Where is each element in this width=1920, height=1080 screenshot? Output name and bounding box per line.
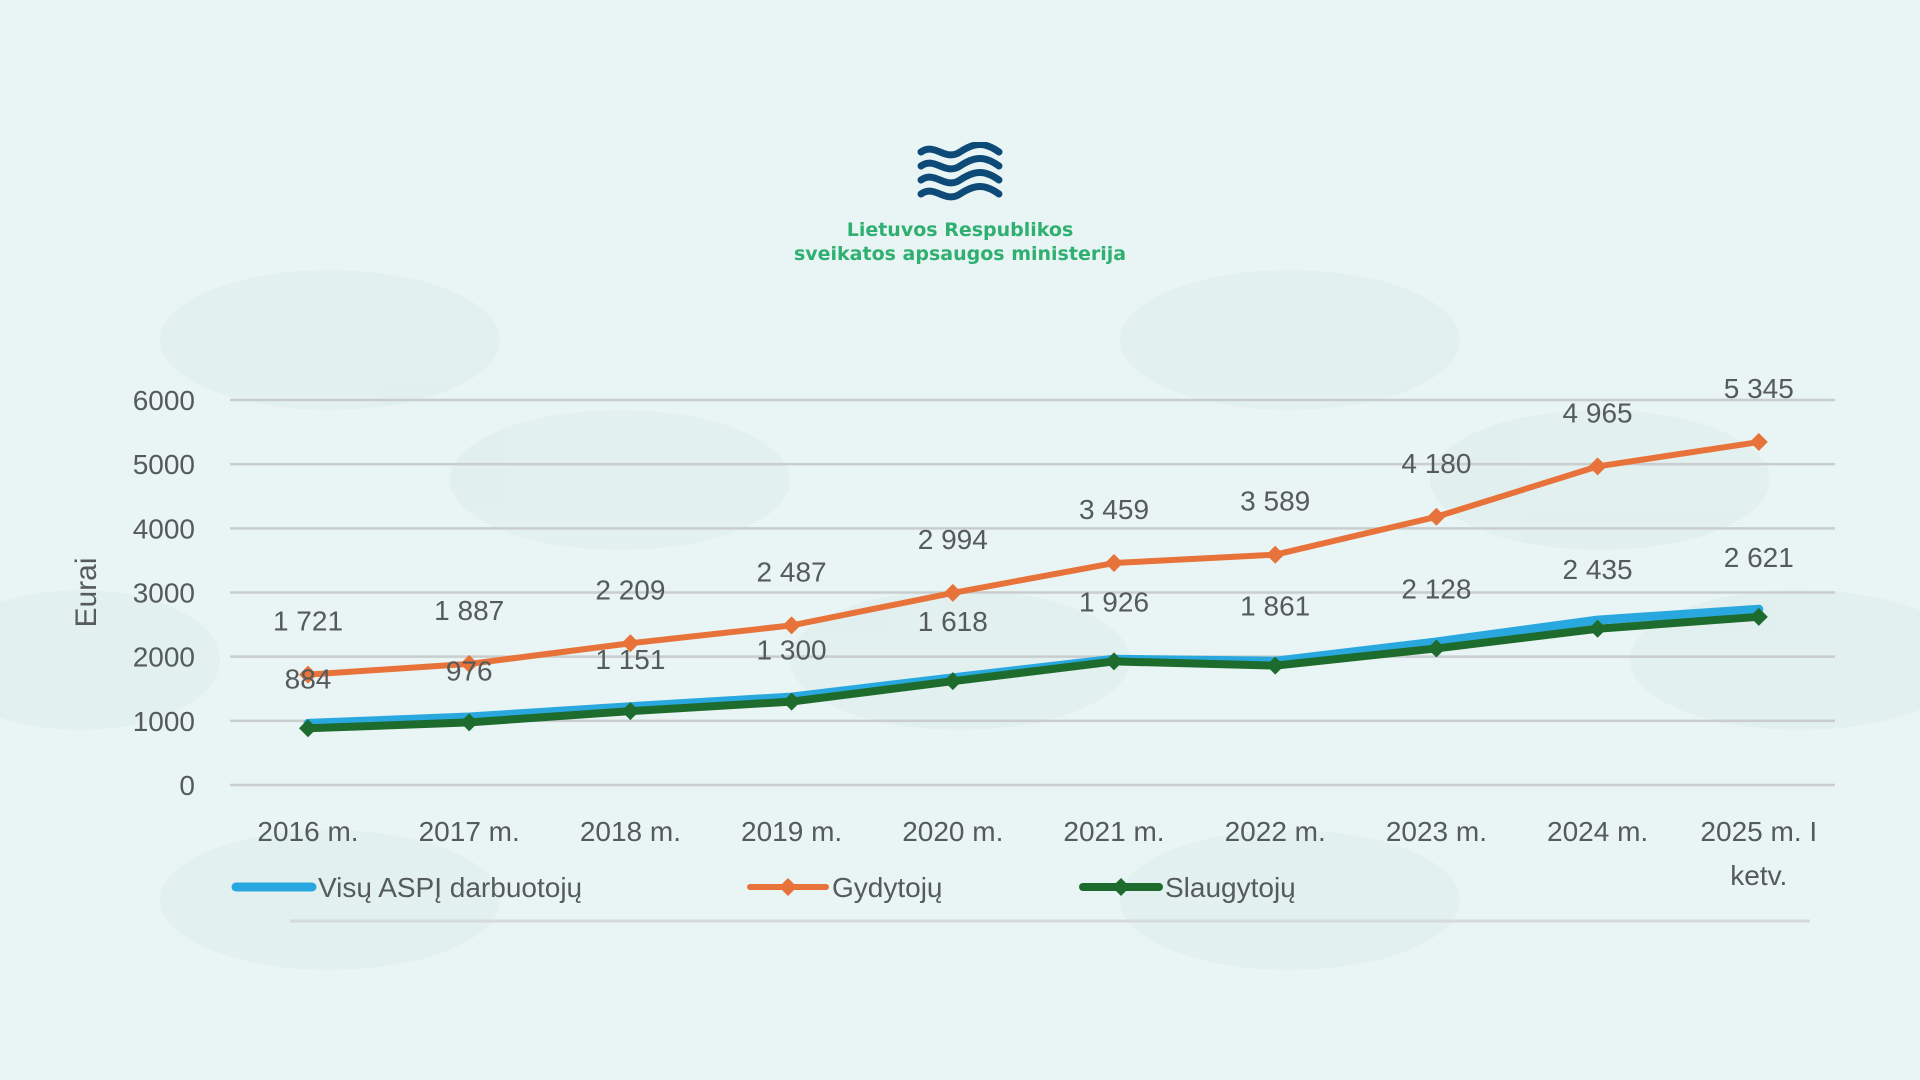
y-tick-label: 5000 xyxy=(133,449,195,480)
data-point-marker xyxy=(1427,639,1446,658)
data-label: 884 xyxy=(285,663,332,694)
data-point-marker xyxy=(1749,433,1768,452)
data-label: 1 151 xyxy=(595,644,665,675)
ministry-header: Lietuvos Respublikos sveikatos apsaugos … xyxy=(760,142,1160,266)
data-point-marker xyxy=(943,583,962,602)
data-label: 1 300 xyxy=(757,635,827,666)
data-point-marker xyxy=(1266,545,1285,564)
x-tick-label: 2019 m. xyxy=(741,816,842,847)
data-label: 976 xyxy=(446,655,493,686)
data-point-marker xyxy=(621,702,640,721)
org-name-line2: sveikatos apsaugos ministerija xyxy=(793,243,1127,265)
ministry-waves-logo-icon xyxy=(917,142,1003,201)
data-point-marker xyxy=(299,665,317,684)
data-point-marker xyxy=(621,634,640,653)
x-tick-label: 2024 m. xyxy=(1547,816,1648,847)
data-label: 3 459 xyxy=(1079,494,1149,525)
data-label: 3 589 xyxy=(1240,486,1310,517)
x-tick-label: 2025 m. I xyxy=(1700,816,1817,847)
legend-label: Gydytojų xyxy=(832,872,943,903)
data-label: 1 887 xyxy=(434,595,504,626)
x-tick-label: 2018 m. xyxy=(580,816,681,847)
legend-label: Slaugytojų xyxy=(1165,872,1296,903)
data-label: 2 994 xyxy=(918,524,988,555)
data-label: 2 487 xyxy=(757,556,827,587)
data-label: 1 861 xyxy=(1240,591,1310,622)
data-point-marker xyxy=(1749,607,1768,626)
y-tick-label: 0 xyxy=(179,770,195,801)
data-label: 1 926 xyxy=(1079,586,1149,617)
data-point-marker xyxy=(460,713,479,732)
y-tick-label: 2000 xyxy=(133,642,195,673)
x-tick-label: 2023 m. xyxy=(1386,816,1487,847)
data-label: 4 180 xyxy=(1401,448,1471,479)
data-point-marker xyxy=(782,692,801,711)
x-tick-label: 2017 m. xyxy=(419,816,520,847)
y-tick-label: 1000 xyxy=(133,706,195,737)
y-axis-label: Eurai xyxy=(70,557,103,627)
data-label: 2 435 xyxy=(1563,554,1633,585)
x-tick-label: 2022 m. xyxy=(1225,816,1326,847)
x-tick-label: 2016 m. xyxy=(257,816,358,847)
data-point-marker xyxy=(460,654,479,673)
data-label: 1 618 xyxy=(918,606,988,637)
org-name-line1: Lietuvos Respublikos xyxy=(846,219,1074,241)
x-tick-label: 2020 m. xyxy=(902,816,1003,847)
y-tick-label: 6000 xyxy=(133,385,195,416)
data-label: 2 621 xyxy=(1724,542,1794,573)
legend-label: Visų ASPĮ darbuotojų xyxy=(318,872,582,903)
data-point-marker xyxy=(1105,554,1123,573)
data-point-marker xyxy=(1427,507,1446,526)
legend-marker xyxy=(779,878,797,896)
data-point-marker xyxy=(943,672,962,691)
series-line xyxy=(303,604,1764,728)
data-point-marker xyxy=(1105,652,1123,671)
x-tick-label: ketv. xyxy=(1730,860,1787,891)
data-point-marker xyxy=(1588,619,1607,638)
series-line xyxy=(304,612,1763,733)
y-tick-label: 4000 xyxy=(133,513,195,544)
data-label: 2 209 xyxy=(595,574,665,605)
data-point-marker xyxy=(782,616,801,635)
data-point-marker xyxy=(1588,457,1607,476)
data-point-marker xyxy=(299,719,317,738)
data-point-marker xyxy=(1266,656,1285,675)
data-label: 5 345 xyxy=(1724,373,1794,404)
data-label: 4 965 xyxy=(1563,397,1633,428)
legend-marker xyxy=(1112,878,1130,896)
data-label: 1 721 xyxy=(273,606,343,637)
y-tick-label: 3000 xyxy=(133,578,195,609)
data-label: 2 128 xyxy=(1401,573,1471,604)
x-tick-label: 2021 m. xyxy=(1063,816,1164,847)
series-line xyxy=(305,439,1762,678)
